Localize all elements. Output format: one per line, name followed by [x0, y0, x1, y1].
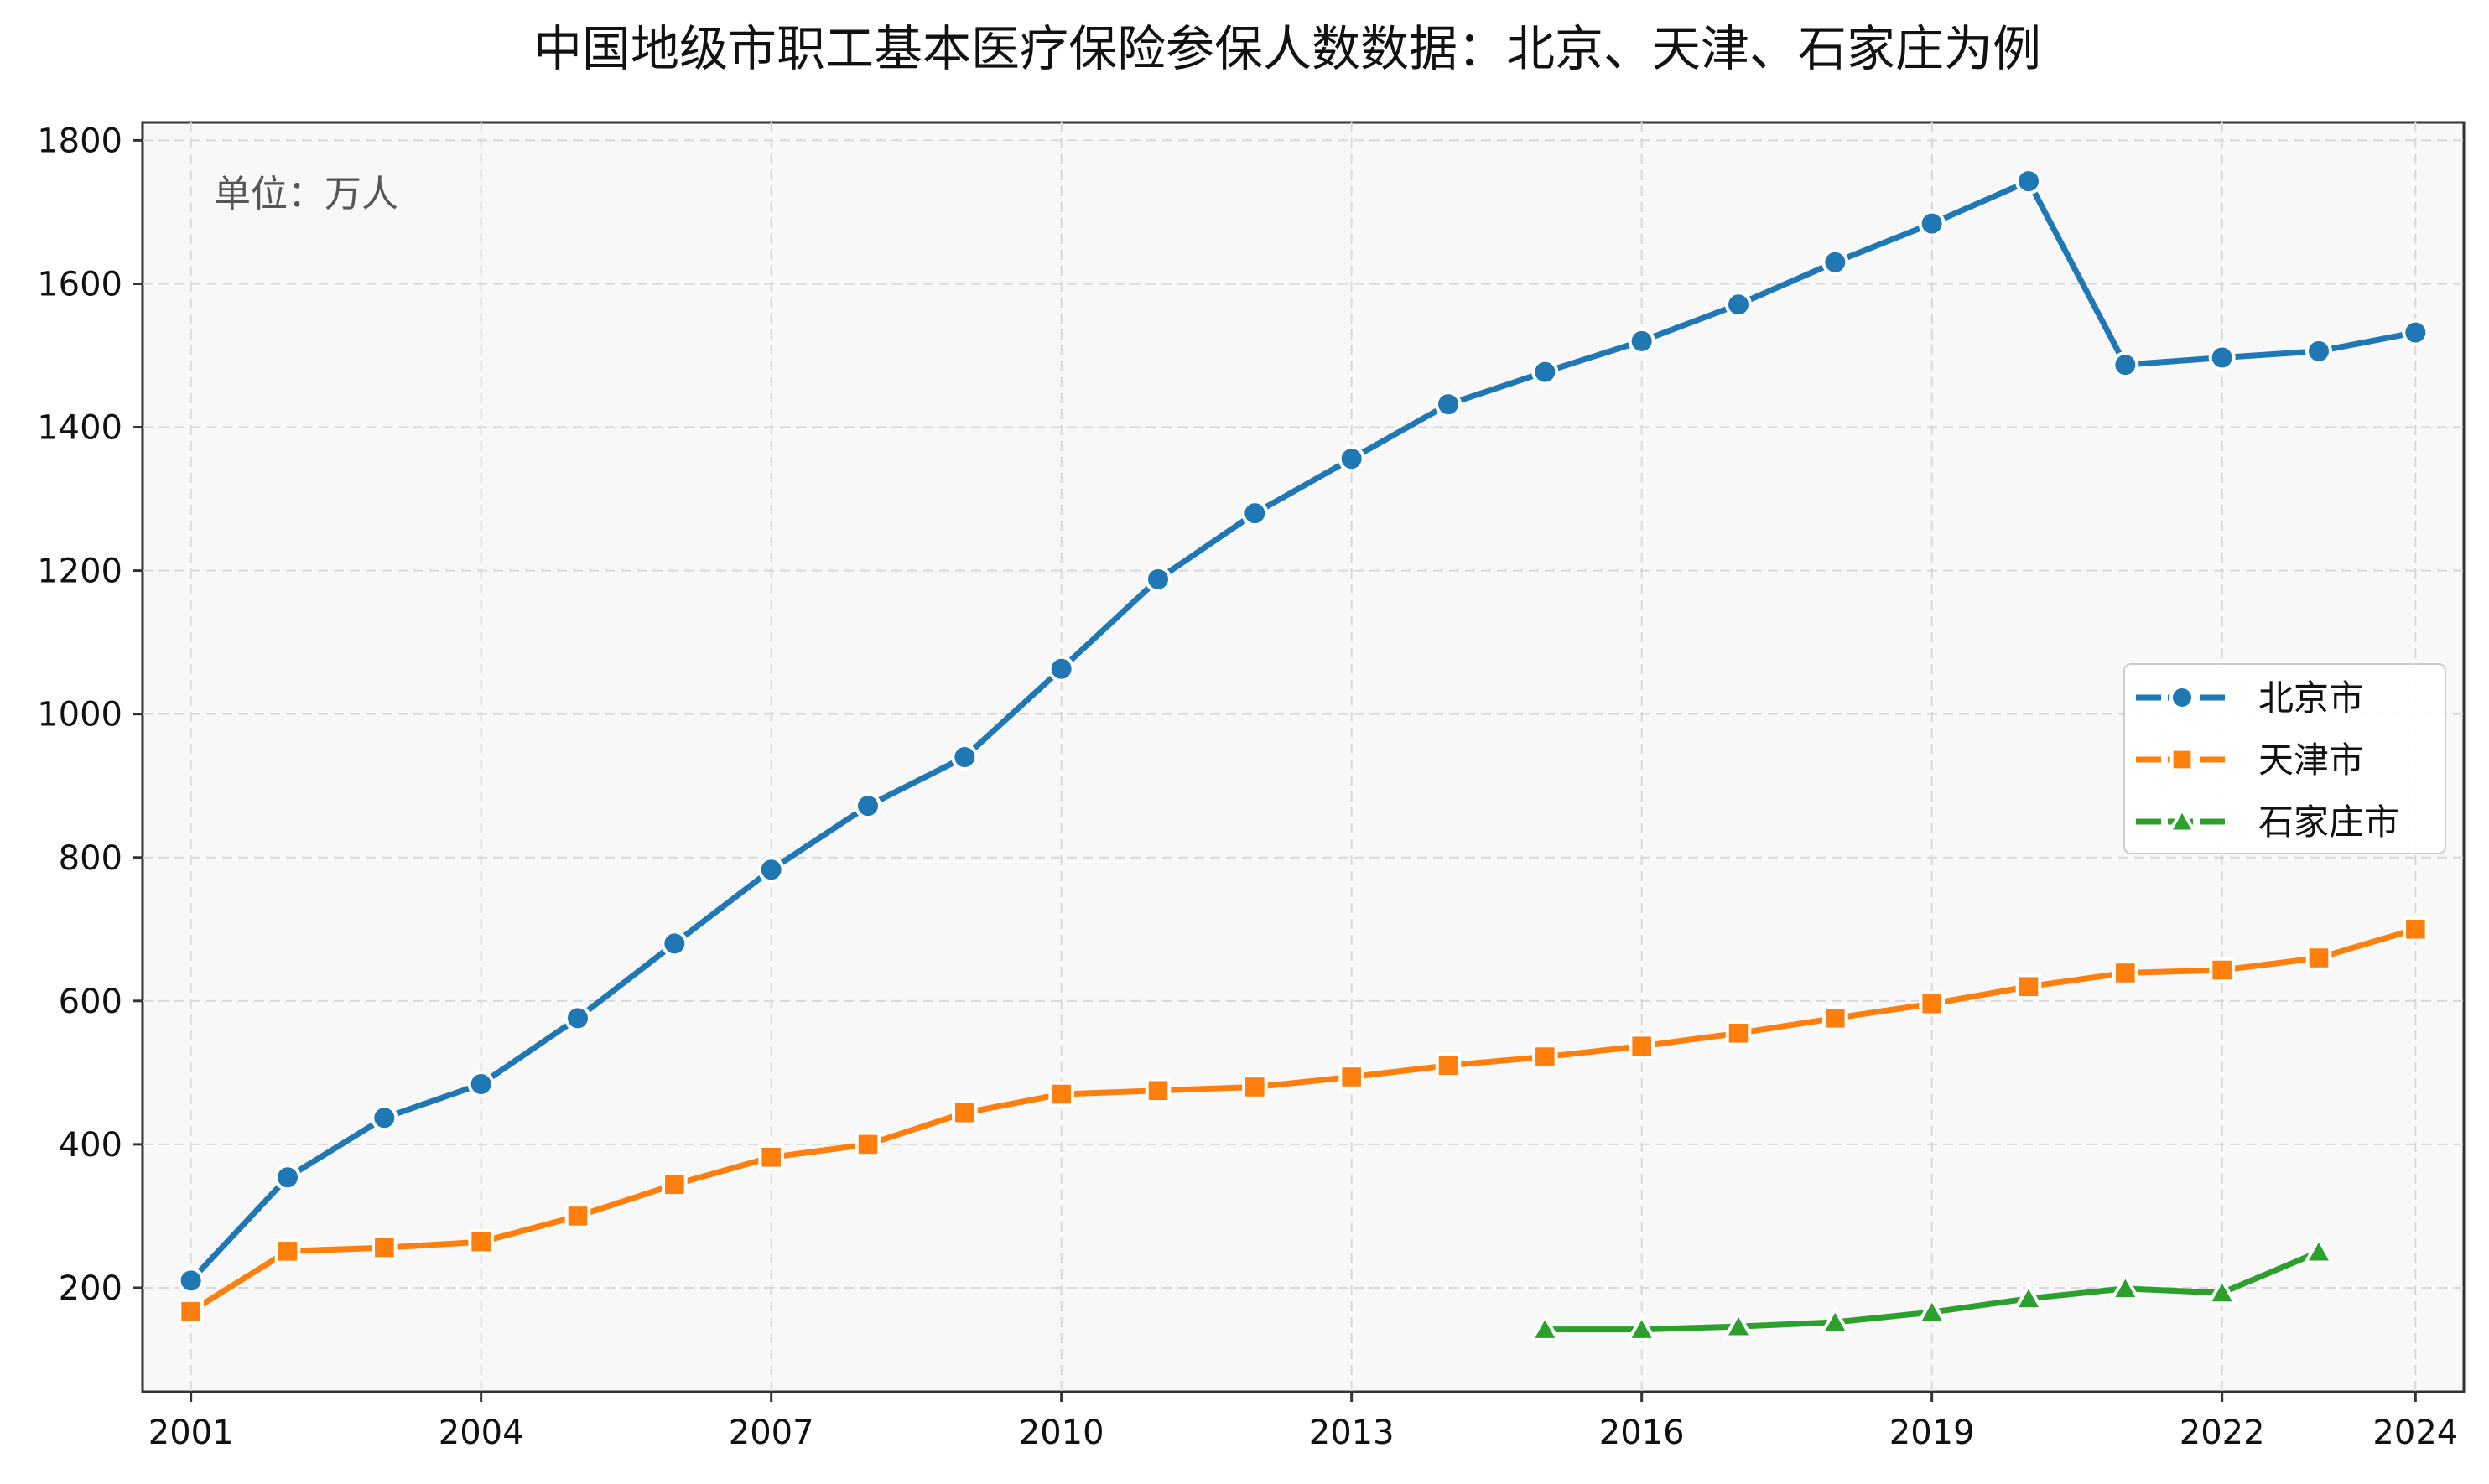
data-point	[1725, 1020, 1752, 1046]
data-point	[467, 1071, 495, 1098]
x-tick-label: 2019	[1889, 1414, 1975, 1452]
series-3	[1529, 1235, 2335, 1341]
data-point	[1435, 1052, 1462, 1079]
data-point	[2303, 1235, 2335, 1264]
data-point	[1241, 500, 1269, 527]
y-tick-label: 1800	[37, 122, 122, 160]
plot-area	[141, 121, 2466, 1393]
data-point	[2402, 319, 2429, 346]
data-point	[371, 1104, 398, 1132]
data-point	[1918, 210, 1946, 237]
data-point	[2015, 168, 2042, 195]
y-tick-label: 1200	[37, 553, 122, 591]
data-point	[1723, 1310, 1754, 1339]
data-point	[1629, 1033, 1655, 1060]
data-point	[564, 1004, 591, 1032]
legend-label: 石家庄市	[2258, 802, 2399, 843]
data-point	[1822, 1005, 1848, 1031]
data-point	[274, 1164, 301, 1191]
data-point	[1145, 565, 1172, 593]
data-point	[1435, 391, 1462, 418]
data-point	[1529, 1313, 1561, 1341]
series-2	[178, 916, 2429, 1325]
y-tick-label: 1600	[37, 265, 122, 304]
data-point	[372, 1234, 398, 1261]
unit-label: 单位：万人	[214, 173, 398, 215]
x-tick-label: 2010	[1019, 1414, 1104, 1452]
data-point	[2109, 1272, 2142, 1301]
legend-label: 天津市	[2258, 739, 2364, 781]
data-point	[1338, 1064, 1364, 1090]
data-point	[2112, 351, 2139, 379]
legend-marker	[2167, 806, 2197, 833]
data-point	[274, 1238, 301, 1264]
legend-item: 天津市	[2136, 739, 2364, 781]
data-point	[2403, 916, 2429, 942]
data-point	[1819, 1305, 1852, 1335]
data-point	[1821, 248, 1849, 276]
data-point	[1047, 655, 1075, 682]
data-point	[2015, 973, 2042, 1000]
legend-item: 北京市	[2136, 677, 2364, 719]
y-tick-label: 600	[59, 983, 122, 1021]
chart-title: 中国地级市职工基本医疗保险参保人数数据：北京、天津、石家庄为例	[533, 20, 2041, 77]
x-tick-label: 2024	[2372, 1414, 2458, 1452]
data-point	[1531, 358, 1559, 386]
data-point	[661, 930, 689, 957]
data-point	[1915, 1295, 1948, 1325]
data-point	[1048, 1081, 1074, 1108]
data-point	[855, 792, 881, 820]
data-point	[2209, 957, 2235, 983]
data-point	[2208, 344, 2236, 371]
data-point	[2305, 945, 2332, 971]
series-line	[188, 178, 2419, 1284]
data-point	[952, 1099, 978, 1126]
x-tick-label: 2004	[439, 1414, 524, 1452]
data-point	[2305, 337, 2332, 365]
data-point	[2206, 1276, 2238, 1305]
data-point	[564, 1203, 591, 1229]
data-point	[1628, 327, 1655, 355]
y-tick-label: 400	[59, 1126, 122, 1165]
legend-item: 石家庄市	[2136, 802, 2399, 843]
data-point	[177, 1267, 205, 1295]
legend-box	[2123, 663, 2446, 854]
axes: 2001 2004 2007 2010 2013 2016 2019 2022 2024 200 4…	[37, 122, 2458, 1452]
y-tick-label: 800	[59, 839, 122, 878]
legend-marker	[2169, 685, 2195, 710]
data-point	[2013, 1282, 2045, 1311]
series-1	[177, 168, 2429, 1295]
data-point	[1338, 445, 1365, 473]
x-tick-label: 2001	[148, 1414, 234, 1452]
data-point	[1532, 1044, 1558, 1070]
data-point	[468, 1228, 494, 1255]
x-tick-label: 2022	[2180, 1414, 2265, 1452]
series-layer	[177, 168, 2429, 1341]
x-tick-label: 2007	[729, 1414, 814, 1452]
data-point	[1725, 291, 1752, 319]
series-line	[188, 926, 2419, 1315]
legend-marker	[2169, 747, 2195, 772]
data-point	[1919, 990, 1945, 1017]
data-point	[951, 744, 979, 771]
x-tick-label: 2016	[1599, 1414, 1685, 1452]
x-tick-label: 2013	[1309, 1414, 1395, 1452]
data-point	[178, 1298, 204, 1325]
y-tick-label: 1000	[37, 696, 122, 734]
data-point	[2112, 960, 2138, 986]
y-tick-label: 1400	[37, 409, 122, 448]
data-point	[1242, 1074, 1268, 1100]
data-point	[662, 1171, 688, 1198]
data-point	[1145, 1077, 1172, 1104]
data-point	[757, 856, 785, 884]
y-tick-label: 200	[59, 1269, 122, 1308]
data-point	[855, 1131, 881, 1158]
legend-label: 北京市	[2258, 677, 2364, 719]
data-point	[758, 1144, 784, 1170]
data-point	[1625, 1313, 1658, 1341]
